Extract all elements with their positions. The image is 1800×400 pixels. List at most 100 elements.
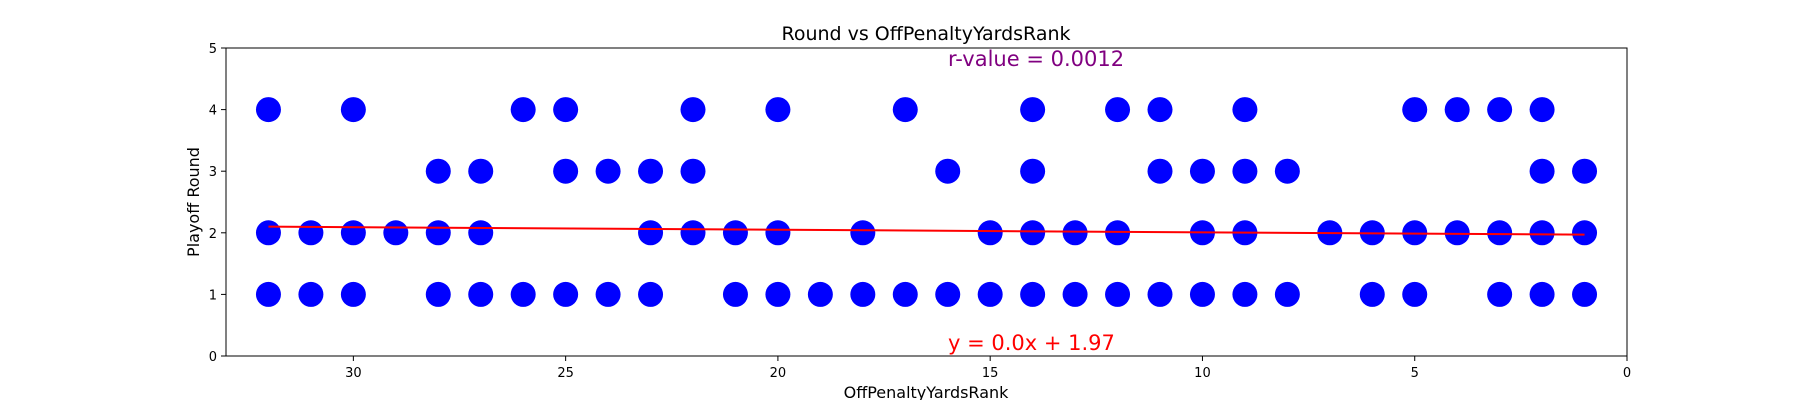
- scatter-point: [425, 281, 451, 307]
- scatter-point: [765, 281, 791, 307]
- y-tick-label: 3: [209, 165, 217, 180]
- scatter-point: [977, 220, 1003, 246]
- scatter-point: [680, 220, 706, 246]
- scatter-point: [1232, 281, 1258, 307]
- x-tick-label: 30: [345, 366, 362, 381]
- scatter-point: [1020, 281, 1046, 307]
- y-axis-ticks: 0 1 2 3 4 5: [209, 42, 226, 365]
- scatter-point: [722, 281, 748, 307]
- scatter-point: [1529, 158, 1555, 184]
- y-tick-label: 2: [209, 227, 217, 242]
- chart-title: Round vs OffPenaltyYardsRank: [781, 23, 1070, 45]
- scatter-point: [935, 158, 961, 184]
- scatter-point: [850, 220, 876, 246]
- scatter-point: [298, 220, 324, 246]
- scatter-point: [1232, 158, 1258, 184]
- plot-frame: [225, 47, 1628, 357]
- scatter-point: [1105, 97, 1131, 123]
- scatter-point: [1020, 158, 1046, 184]
- scatter-point: [595, 281, 621, 307]
- scatter-point: [722, 220, 748, 246]
- scatter-point: [1529, 97, 1555, 123]
- scatter-point: [1402, 97, 1428, 123]
- regression-equation-annotation: y = 0.0x + 1.97: [948, 331, 1115, 355]
- scatter-point: [1529, 281, 1555, 307]
- scatter-point: [765, 220, 791, 246]
- x-tick-label: 10: [1194, 366, 1211, 381]
- scatter-point: [892, 281, 918, 307]
- scatter-point: [807, 281, 833, 307]
- scatter-point: [1274, 158, 1300, 184]
- scatter-point: [638, 220, 664, 246]
- x-tick-label: 5: [1411, 366, 1419, 381]
- scatter-point: [1572, 281, 1598, 307]
- x-tick-label: 20: [770, 366, 787, 381]
- scatter-point: [340, 281, 366, 307]
- scatter-point: [680, 97, 706, 123]
- scatter-point: [1147, 97, 1173, 123]
- scatter-point: [255, 281, 281, 307]
- scatter-point: [892, 97, 918, 123]
- scatter-point: [1232, 97, 1258, 123]
- scatter-point: [553, 281, 579, 307]
- scatter-point: [1359, 281, 1385, 307]
- scatter-point: [1020, 97, 1046, 123]
- regression-layer: [268, 225, 1585, 236]
- scatter-point: [468, 220, 494, 246]
- scatter-point: [850, 281, 876, 307]
- scatter-point: [680, 158, 706, 184]
- y-tick-label: 0: [209, 350, 217, 365]
- scatter-point: [1062, 220, 1088, 246]
- scatter-point: [1572, 158, 1598, 184]
- scatter-point: [1444, 97, 1470, 123]
- scatter-point: [553, 158, 579, 184]
- scatter-point: [1189, 281, 1215, 307]
- scatter-point: [553, 97, 579, 123]
- scatter-point: [638, 281, 664, 307]
- scatter-point: [1274, 281, 1300, 307]
- scatter-point: [298, 281, 324, 307]
- scatter-point: [510, 97, 536, 123]
- scatter-point: [1062, 281, 1088, 307]
- scatter-point: [977, 281, 1003, 307]
- y-axis-title: Playoff Round: [184, 147, 203, 257]
- x-tick-label: 25: [557, 366, 574, 381]
- x-tick-label: 0: [1623, 366, 1631, 381]
- regression-line: [268, 225, 1585, 236]
- scatter-point: [595, 158, 621, 184]
- scatter-point: [255, 97, 281, 123]
- x-axis-ticks: 30 25 20 15 10 5 0: [345, 356, 1631, 381]
- scatter-point: [935, 281, 961, 307]
- scatter-point: [1529, 220, 1555, 246]
- scatter-point: [468, 158, 494, 184]
- scatter-point: [1444, 220, 1470, 246]
- scatter-point: [425, 220, 451, 246]
- y-tick-label: 1: [209, 288, 217, 303]
- scatter-point: [1147, 281, 1173, 307]
- points-layer: [255, 97, 1598, 307]
- scatter-point: [1572, 220, 1598, 246]
- y-tick-label: 4: [209, 104, 217, 119]
- x-tick-label: 15: [982, 366, 999, 381]
- scatter-point: [1402, 281, 1428, 307]
- scatter-point: [1105, 281, 1131, 307]
- scatter-point: [468, 281, 494, 307]
- scatter-point: [1487, 220, 1513, 246]
- scatter-point: [1487, 281, 1513, 307]
- scatter-point: [638, 158, 664, 184]
- scatter-point: [510, 281, 536, 307]
- r-value-annotation: r-value = 0.0012: [948, 47, 1124, 71]
- scatter-point: [255, 220, 281, 246]
- scatter-point: [1487, 97, 1513, 123]
- scatter-point: [383, 220, 409, 246]
- scatter-point: [1147, 158, 1173, 184]
- scatter-point: [425, 158, 451, 184]
- scatter-point: [340, 97, 366, 123]
- scatter-point: [1020, 220, 1046, 246]
- scatter-point: [340, 220, 366, 246]
- x-axis-title: OffPenaltyYardsRank: [844, 383, 1010, 400]
- scatter-point: [765, 97, 791, 123]
- y-tick-label: 5: [209, 42, 217, 57]
